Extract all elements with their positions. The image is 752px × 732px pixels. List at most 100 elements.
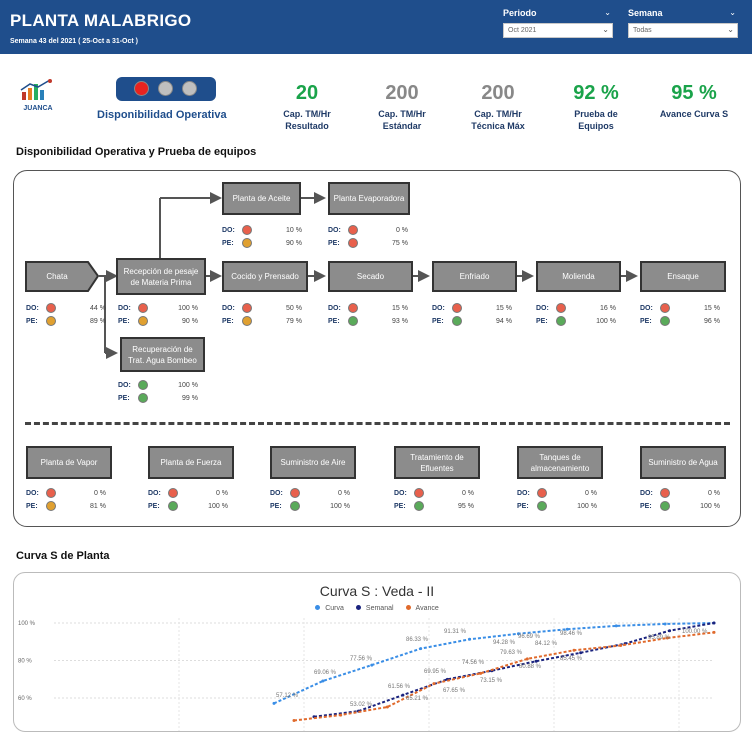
pe-label: PE: bbox=[536, 318, 548, 325]
process-node-enfriado[interactable]: Enfriado bbox=[432, 261, 517, 292]
kpi-value: 200 bbox=[385, 82, 419, 104]
status-circle-icon bbox=[138, 380, 148, 390]
do-row: DO: 50 % bbox=[222, 303, 302, 316]
do-value: 0 % bbox=[395, 227, 408, 234]
pe-value: 100 % bbox=[596, 318, 616, 325]
service-node[interactable]: Planta de Fuerza bbox=[148, 446, 234, 479]
do-row: DO: 0 % bbox=[640, 488, 720, 501]
data-point bbox=[525, 657, 529, 661]
data-point bbox=[534, 659, 538, 663]
data-point bbox=[712, 621, 716, 625]
pe-label: PE: bbox=[26, 503, 38, 510]
status-circle-icon bbox=[660, 316, 670, 326]
status-circle-icon bbox=[242, 316, 252, 326]
do-row: DO: 10 % bbox=[222, 225, 302, 238]
status-circle-icon bbox=[537, 501, 547, 511]
pe-value: 100 % bbox=[700, 503, 720, 510]
pe-row: PE: 100 % bbox=[148, 501, 228, 514]
chart-title: Curva S : Veda - II bbox=[319, 583, 435, 599]
status-circle-icon bbox=[290, 501, 300, 511]
do-value: 10 % bbox=[286, 227, 302, 234]
data-point bbox=[614, 624, 618, 628]
process-node-molienda[interactable]: Molienda bbox=[536, 261, 621, 292]
data-label: 86.33 % bbox=[406, 637, 429, 643]
status-block: DO: 10 % PE: 90 % bbox=[222, 225, 302, 251]
data-label: 61.56 % bbox=[388, 684, 411, 690]
process-node-chata[interactable]: Chata bbox=[46, 272, 68, 281]
pe-row: PE: 94 % bbox=[432, 316, 512, 329]
semana-dropdown[interactable]: Todas ⌄ bbox=[628, 23, 738, 38]
do-label: DO: bbox=[328, 227, 341, 234]
service-node[interactable]: Tanques de almacenamiento bbox=[517, 446, 603, 479]
data-point bbox=[712, 630, 716, 634]
kpi-caption-line: Cap. TM/Hr bbox=[283, 109, 331, 119]
kpi-caption: Avance Curva S bbox=[649, 108, 739, 120]
pe-value: 75 % bbox=[392, 240, 408, 247]
data-point bbox=[668, 629, 672, 633]
do-row: DO: 0 % bbox=[394, 488, 474, 501]
data-point bbox=[419, 647, 423, 651]
pe-value: 93 % bbox=[392, 318, 408, 325]
chevron-down-icon[interactable]: ⌄ bbox=[729, 8, 736, 17]
data-label: 95.89 % bbox=[648, 635, 671, 641]
status-block: DO: 0 % PE: 100 % bbox=[270, 488, 350, 514]
status-circle-icon bbox=[556, 316, 566, 326]
pe-value: 100 % bbox=[577, 503, 597, 510]
data-label: 53.02 % bbox=[350, 702, 373, 708]
do-label: DO: bbox=[328, 305, 341, 312]
do-row: DO: 0 % bbox=[26, 488, 106, 501]
kpi-caption-line: Equipos bbox=[578, 121, 614, 131]
process-node-recuperacion[interactable]: Recuperación de Trat. Agua Bombeo bbox=[120, 337, 205, 372]
status-circle-icon bbox=[348, 303, 358, 313]
disponibilidad-label: Disponibilidad Operativa bbox=[97, 109, 227, 121]
pe-value: 89 % bbox=[90, 318, 106, 325]
series-line-avance bbox=[293, 631, 715, 722]
status-block: DO: 15 % PE: 94 % bbox=[432, 303, 512, 329]
process-node-ensaque[interactable]: Ensaque bbox=[640, 261, 726, 292]
service-node[interactable]: Tratamiento de Efluentes bbox=[394, 446, 480, 479]
chevron-down-icon[interactable]: ⌄ bbox=[604, 8, 611, 17]
pe-label: PE: bbox=[640, 503, 652, 510]
process-node-evaporadora[interactable]: Planta Evaporadora bbox=[328, 182, 410, 215]
service-node[interactable]: Suministro de Aire bbox=[270, 446, 356, 479]
do-value: 0 % bbox=[461, 490, 474, 497]
do-row: DO: 0 % bbox=[517, 488, 597, 501]
dropdown-arrow-icon[interactable]: ⌄ bbox=[727, 25, 734, 34]
data-point bbox=[579, 651, 583, 655]
pe-value: 100 % bbox=[208, 503, 228, 510]
periodo-slicer[interactable]: Periodo ⌄ Oct 2021 ⌄ bbox=[503, 8, 613, 38]
process-node-aceite[interactable]: Planta de Aceite bbox=[222, 182, 301, 215]
data-label: 74.56 % bbox=[462, 660, 485, 666]
data-label: 67.65 % bbox=[443, 688, 466, 694]
do-label: DO: bbox=[432, 305, 445, 312]
do-row: DO: 16 % bbox=[536, 303, 616, 316]
semana-slicer[interactable]: Semana ⌄ Todas ⌄ bbox=[628, 8, 738, 38]
process-node-cocido[interactable]: Cocido y Prensado bbox=[222, 261, 308, 292]
pe-value: 79 % bbox=[286, 318, 302, 325]
status-circle-icon bbox=[138, 393, 148, 403]
legend-label: Semanal bbox=[365, 605, 394, 612]
service-node[interactable]: Planta de Vapor bbox=[26, 446, 112, 479]
pe-row: PE: 90 % bbox=[118, 316, 198, 329]
process-node-recepcion[interactable]: Recepción de pesaje de Materia Prima bbox=[116, 258, 206, 295]
legend-item: Semanal bbox=[353, 605, 397, 612]
data-label: 69.95 % bbox=[424, 669, 447, 675]
legend-dot-icon bbox=[405, 605, 411, 610]
process-node-secado[interactable]: Secado bbox=[328, 261, 413, 292]
status-circle-icon bbox=[138, 303, 148, 313]
periodo-value: Oct 2021 bbox=[508, 27, 537, 34]
periodo-dropdown[interactable]: Oct 2021 ⌄ bbox=[503, 23, 613, 38]
service-node[interactable]: Suministro de Agua bbox=[640, 446, 726, 479]
page-subtitle: Semana 43 del 2021 ( 25-Oct a 31-Oct ) bbox=[10, 38, 139, 45]
section-title-curva: Curva S de Planta bbox=[16, 550, 110, 562]
do-row: DO: 15 % bbox=[640, 303, 720, 316]
data-point bbox=[292, 719, 296, 722]
status-circle-icon bbox=[348, 238, 358, 248]
status-block: DO: 15 % PE: 93 % bbox=[328, 303, 408, 329]
logo-icon bbox=[20, 79, 52, 100]
dropdown-arrow-icon[interactable]: ⌄ bbox=[602, 25, 609, 34]
section-divider bbox=[25, 422, 730, 425]
curva-s-chart: 100 % 80 % 60 % 57.12 % 69.06 % 77.56 % 86.33 … bbox=[18, 618, 716, 731]
data-point bbox=[572, 648, 576, 652]
kpi-card: 200 Cap. TM/Hr Técnica Máx bbox=[458, 82, 538, 132]
